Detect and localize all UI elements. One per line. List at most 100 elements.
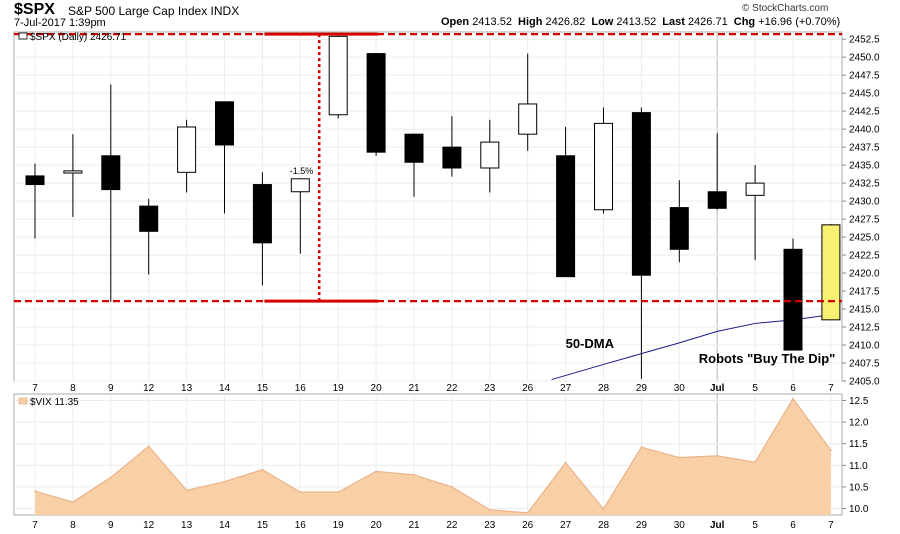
vix-point (792, 397, 794, 400)
vix-point (830, 449, 832, 452)
candle-body (139, 205, 159, 232)
price-x-tick-label: 30 (674, 383, 686, 394)
vix-y-tick-label: 10.5 (849, 482, 869, 493)
vix-area (35, 398, 831, 515)
instrument-name: S&P 500 Large Cap Index INDX (68, 4, 240, 18)
price-y-tick-label: 2440.0 (849, 125, 880, 136)
candle-body (480, 141, 500, 169)
vix-point (337, 491, 340, 493)
open-label: Open (441, 16, 470, 28)
vix-x-tick-label: 30 (674, 520, 686, 531)
vix-x-tick-label: 6 (790, 520, 796, 531)
vix-x-tick-label: 23 (484, 520, 496, 531)
price-y-tick-label: 2435.0 (849, 161, 880, 172)
price-x-tick-label: 22 (446, 383, 458, 394)
price-x-tick-label: 21 (408, 383, 420, 394)
vix-line (34, 397, 832, 514)
candle-body (631, 112, 651, 276)
vix-x-tick-label: 21 (408, 520, 420, 531)
vix-y-tick-label: 12.5 (849, 396, 869, 407)
vix-point (109, 476, 112, 479)
candle-body (556, 155, 576, 278)
price-y-tick-label: 2437.5 (849, 143, 880, 154)
price-x-tick-label: 29 (636, 383, 648, 394)
brand-logo: © StockCharts.com (742, 3, 829, 14)
candle-body (821, 224, 841, 321)
candle-body (404, 133, 424, 163)
vix-x-tick-label: 13 (181, 520, 193, 531)
candle-body (328, 35, 348, 116)
vix-point (451, 486, 453, 488)
price-y-tick-label: 2447.5 (849, 71, 880, 82)
price-x-tick-label: 9 (108, 383, 114, 394)
symbol: $SPX (14, 1, 55, 18)
price-x-tick-label: 20 (371, 383, 383, 394)
drop-label: -1.5% (290, 166, 314, 176)
vix-point (375, 470, 377, 473)
vix-point (602, 508, 605, 510)
price-x-tick-label: 7 (828, 383, 834, 394)
vix-x-tick-label: 22 (446, 520, 458, 531)
high-value: 2426.82 (545, 16, 586, 28)
vix-x-tick-label: 29 (636, 520, 648, 531)
price-x-tick-label: 6 (790, 383, 796, 394)
candle-body (252, 184, 272, 244)
vix-x-tick-label: 7 (32, 520, 38, 531)
price-x-tick-label: Jul (710, 383, 725, 394)
vix-x-tick-label: 5 (752, 520, 758, 531)
price-x-tick-label: 7 (32, 383, 38, 394)
vix-legend: $VIX 11.35 (30, 397, 79, 408)
price-y-tick-label: 2410.0 (849, 341, 880, 352)
price-y-tick-label: 2407.5 (849, 359, 880, 370)
candle-body (707, 191, 727, 209)
vix-legend-swatch (18, 397, 28, 405)
vix-point (754, 461, 756, 464)
price-y-tick-label: 2422.5 (849, 251, 880, 262)
price-x-tick-label: 15 (257, 383, 269, 394)
ma50-label: 50-DMA (566, 336, 615, 351)
vix-x-tick-label: 28 (598, 520, 610, 531)
price-x-tick-label: 8 (70, 383, 76, 394)
vix-x-tick-label: Jul (710, 520, 725, 531)
vix-point (299, 491, 302, 493)
vix-x-tick-label: 26 (522, 520, 534, 531)
price-legend-swatch (18, 32, 28, 40)
vix-x-tick-label: 12 (143, 520, 155, 531)
vix-x-tick-label: 7 (828, 520, 834, 531)
vix-point (640, 446, 643, 449)
datetime: 7-Jul-2017 1:39pm (14, 17, 106, 29)
price-y-tick-label: 2415.0 (849, 305, 880, 316)
price-y-tick-label: 2425.0 (849, 233, 880, 244)
price-y-tick-label: 2430.0 (849, 197, 880, 208)
price-x-tick-label: 19 (333, 383, 345, 394)
vix-point (716, 454, 719, 457)
last-value: 2426.71 (687, 16, 728, 28)
candle-body (366, 53, 386, 153)
vix-point (564, 461, 567, 464)
vix-x-tick-label: 19 (333, 520, 345, 531)
vix-y-tick-label: 12.0 (849, 418, 869, 429)
price-stats: Open 2413.52 High 2426.82 Low 2413.52 La… (441, 16, 843, 28)
candle-body (745, 182, 765, 196)
vix-y-tick-label: 11.5 (849, 439, 868, 450)
price-y-tick-label: 2450.0 (849, 53, 880, 64)
vix-x-tick-label: 8 (70, 520, 76, 531)
price-x-tick-label: 13 (181, 383, 193, 394)
vix-point (34, 490, 36, 493)
candle-body (101, 155, 121, 191)
price-x-tick-label: 28 (598, 383, 610, 394)
vix-point (488, 508, 491, 511)
price-y-tick-label: 2432.5 (849, 179, 880, 190)
candle-body (783, 248, 803, 351)
price-y-tick-label: 2427.5 (849, 215, 880, 226)
price-x-tick-label: 23 (484, 383, 496, 394)
price-x-tick-label: 12 (143, 383, 155, 394)
vix-x-tick-label: 27 (560, 520, 572, 531)
candle-body (669, 207, 689, 250)
vix-x-tick-label: 9 (108, 520, 114, 531)
vix-y-tick-label: 10.0 (849, 504, 869, 515)
price-x-tick-label: 27 (560, 383, 572, 394)
vix-point (72, 501, 74, 503)
high-label: High (518, 16, 543, 28)
